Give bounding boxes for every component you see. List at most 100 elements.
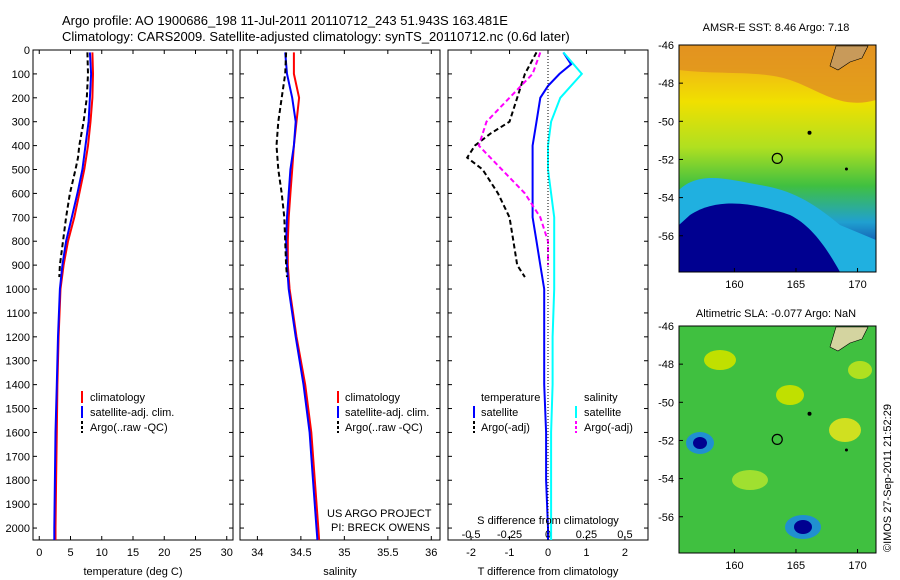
- series-line-temperature-climatology: [54, 52, 95, 540]
- legend-label-t-argo: Argo(-adj): [481, 422, 530, 434]
- map-lat-label: -46: [658, 321, 674, 333]
- depth-tick-label: 0: [24, 45, 30, 57]
- map-lat-label: -50: [658, 397, 674, 409]
- depth-tick-label: 1700: [6, 451, 30, 463]
- map-lon-label: 170: [848, 279, 866, 291]
- depth-tick-label: 600: [12, 188, 30, 200]
- figure-title-line1: Argo profile: AO 1900686_198 11-Jul-2011…: [62, 13, 508, 28]
- map-lat-label: -54: [658, 193, 674, 205]
- depth-tick-label: 800: [12, 236, 30, 248]
- island-icon: [844, 448, 848, 452]
- series-line-difference-salinity-satellite: [547, 51, 584, 540]
- island-icon: [844, 167, 848, 171]
- x-tick-label: 1: [583, 547, 589, 559]
- series-line-temperature-satellite-adj-clim: [53, 52, 93, 540]
- sst-map-frame: [678, 44, 877, 273]
- x-tick-label: 5: [67, 547, 73, 559]
- salinity-axis-label: salinity: [323, 566, 357, 578]
- map-lat-label: -50: [658, 116, 674, 128]
- map-lat-label: -48: [658, 359, 674, 371]
- depth-tick-label: 1300: [6, 356, 30, 368]
- legend-label-satellite: satellite-adj. clim.: [345, 407, 429, 419]
- argo-location-marker: [771, 152, 783, 164]
- depth-tick-label: 700: [12, 212, 30, 224]
- legend-header-salinity: salinity: [584, 392, 618, 404]
- series-line-salinity-climatology: [286, 52, 321, 541]
- difference-legend: temperature salinity satellite Argo(-adj…: [473, 392, 633, 434]
- legend-label-argo: Argo(..raw -QC): [345, 422, 423, 434]
- map-lon-label: 165: [787, 560, 805, 572]
- sla-low-core: [693, 437, 707, 449]
- map-lon-label: 165: [787, 279, 805, 291]
- sst-map: [679, 45, 876, 272]
- depth-tick-label: 500: [12, 165, 30, 177]
- depth-tick-label: 1900: [6, 499, 30, 511]
- legend-label-satellite: satellite-adj. clim.: [90, 407, 174, 419]
- map-lat-label: -52: [658, 154, 674, 166]
- x-tick-label: 35: [338, 547, 350, 559]
- legend-label-t-satellite: satellite: [481, 407, 518, 419]
- depth-tick-label: 1800: [6, 475, 30, 487]
- argo-location-marker: [771, 433, 783, 445]
- depth-tick-label: 1400: [6, 380, 30, 392]
- depth-tick-label: 900: [12, 260, 30, 272]
- legend-label-s-satellite: satellite: [584, 407, 621, 419]
- map-lat-label: -46: [658, 40, 674, 52]
- temperature-plot-frame: [32, 49, 234, 541]
- depth-tick-label: 1000: [6, 284, 30, 296]
- depth-tick-label: 1200: [6, 332, 30, 344]
- series-layer: [53, 51, 584, 541]
- x-tick-label: 35.5: [377, 547, 398, 559]
- series-line-salinity-satellite-adj-clim: [284, 52, 319, 541]
- series-line-temperature-argo-raw-qc: [58, 52, 90, 278]
- map-lat-label: -54: [658, 474, 674, 486]
- map-lon-label: 170: [848, 560, 866, 572]
- sst-map-title: AMSR-E SST: 8.46 Argo: 7.18: [703, 22, 850, 34]
- map-lat-label: -48: [658, 78, 674, 90]
- x-tick-label: 0: [36, 547, 42, 559]
- sla-high-patch: [776, 385, 804, 405]
- series-line-difference-salinity-argo-adj: [477, 52, 549, 266]
- salinity-plot-frame: [239, 49, 441, 541]
- sla-high-patch: [848, 361, 872, 379]
- legend-label-s-argo: Argo(-adj): [584, 422, 633, 434]
- figure-title-line2: Climatology: CARS2009. Satellite-adjuste…: [62, 29, 570, 44]
- s-tick-label: -0.5: [462, 529, 481, 541]
- x-tick-label: 30: [221, 547, 233, 559]
- depth-tick-label: 1600: [6, 427, 30, 439]
- depth-tick-label: 400: [12, 141, 30, 153]
- series-line-salinity-argo-raw-qc: [275, 52, 288, 278]
- s-tick-label: -0.25: [497, 529, 522, 541]
- sla-high-patch: [704, 350, 736, 370]
- new-zealand-land-icon: [829, 45, 869, 71]
- sla-low-core: [794, 520, 812, 534]
- island-icon: [807, 130, 812, 135]
- depth-tick-label: 100: [12, 69, 30, 81]
- map-lat-label: -52: [658, 435, 674, 447]
- map-lon-label: 160: [725, 560, 743, 572]
- sla-map-frame: [678, 325, 877, 554]
- x-tick-label: 15: [127, 547, 139, 559]
- series-line-difference-temperature-argo-adj: [465, 51, 538, 278]
- pi-credit: PI: BRECK OWENS: [331, 522, 430, 534]
- depth-tick-label: 1100: [6, 308, 30, 320]
- t-difference-axis-label: T difference from climatology: [478, 566, 619, 578]
- island-icon: [807, 411, 812, 416]
- s-tick-label: 0.25: [576, 529, 597, 541]
- map-lat-label: -56: [658, 512, 674, 524]
- project-credit: US ARGO PROJECT: [327, 508, 432, 520]
- temperature-axis-label: temperature (deg C): [83, 566, 182, 578]
- legend-label-climatology: climatology: [345, 392, 401, 404]
- sla-high-patch: [732, 470, 768, 490]
- difference-plot-frame: [447, 49, 649, 541]
- x-tick-label: 36: [425, 547, 437, 559]
- x-tick-label: 25: [189, 547, 201, 559]
- legend-label-climatology: climatology: [90, 392, 146, 404]
- temperature-legend: climatology satellite-adj. clim. Argo(..…: [81, 391, 174, 434]
- s-difference-axis-label: S difference from climatology: [477, 515, 619, 527]
- x-tick-label: 34.5: [290, 547, 311, 559]
- sst-warm-patch: [679, 45, 876, 103]
- series-line-difference-temperature-satellite: [531, 51, 573, 540]
- new-zealand-land-icon: [829, 326, 869, 352]
